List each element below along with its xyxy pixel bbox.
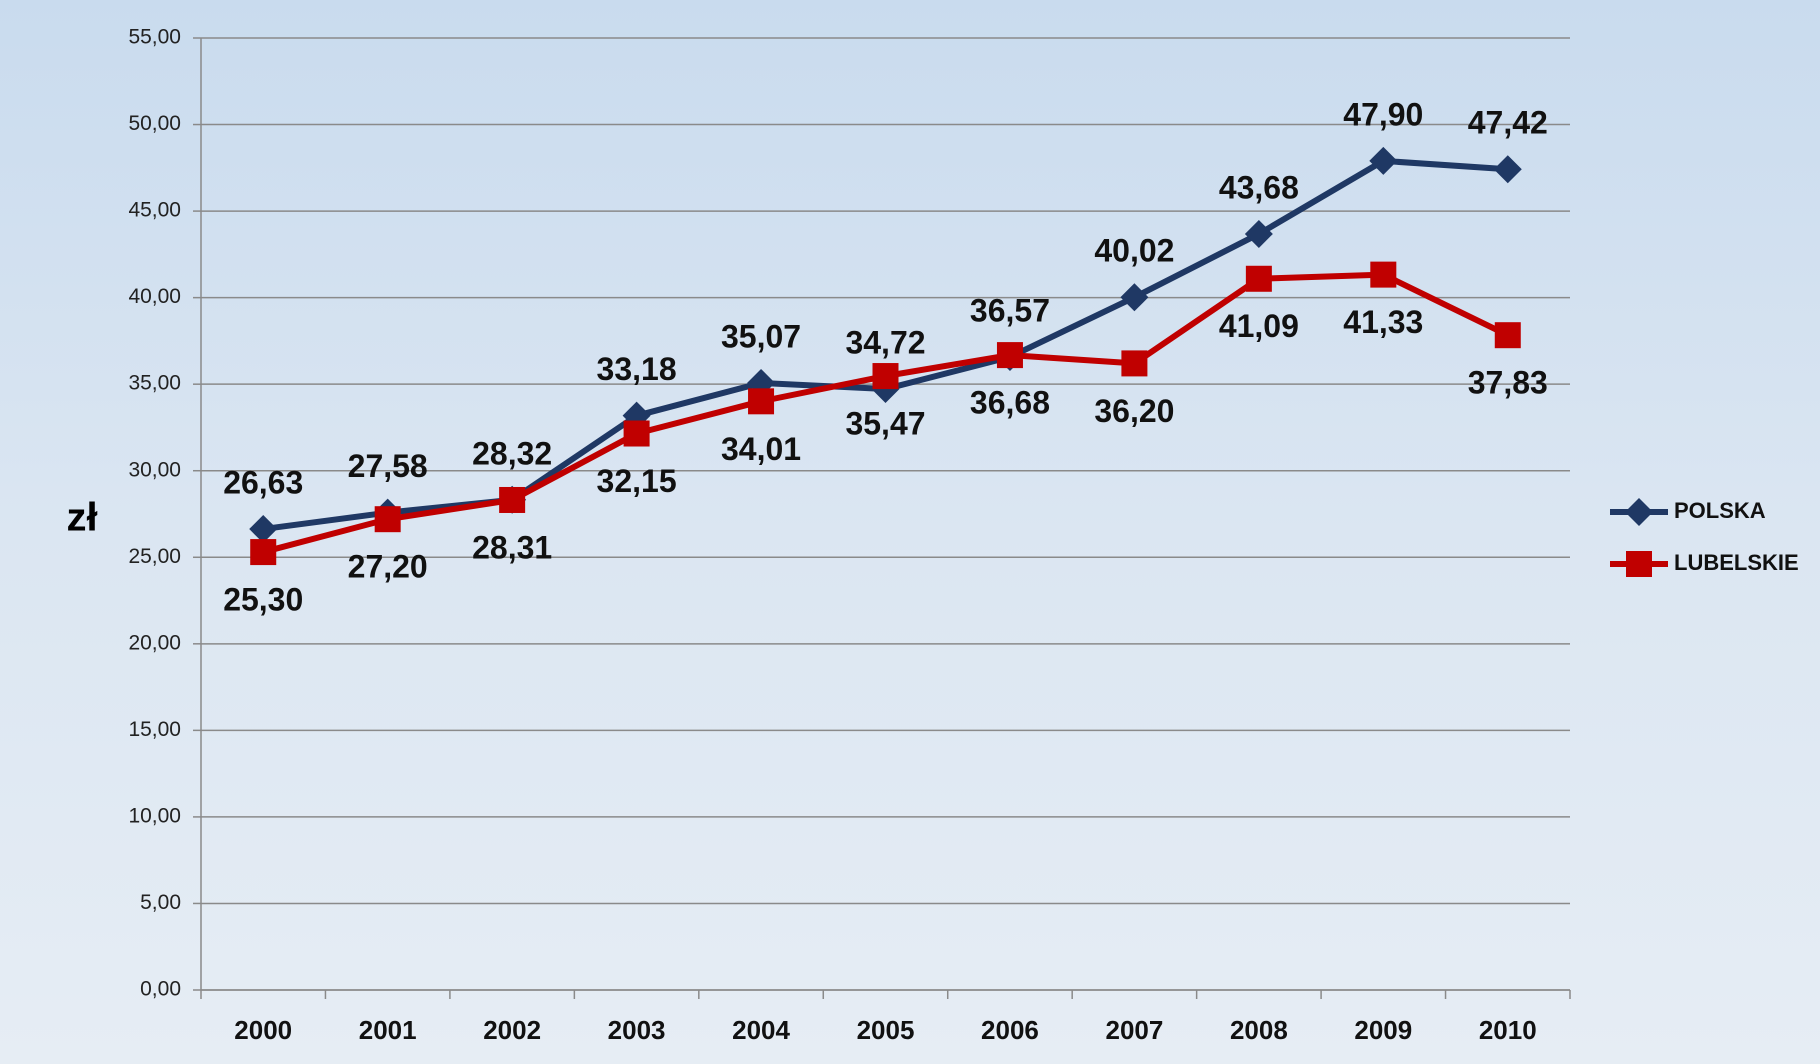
data-label: 41,09 bbox=[1219, 308, 1299, 344]
data-label: 35,07 bbox=[721, 318, 801, 354]
data-label: 35,47 bbox=[845, 405, 925, 441]
x-tick-label: 2010 bbox=[1479, 1015, 1537, 1045]
x-tick-label: 2004 bbox=[732, 1015, 790, 1045]
data-label: 34,72 bbox=[845, 324, 925, 360]
point-marker bbox=[374, 506, 401, 533]
y-tick-label: 5,00 bbox=[140, 891, 181, 914]
data-label: 36,68 bbox=[970, 385, 1050, 421]
y-tick-label: 10,00 bbox=[128, 804, 181, 827]
data-label: 27,58 bbox=[348, 448, 428, 484]
data-label: 34,01 bbox=[721, 431, 801, 467]
x-tick-label: 2007 bbox=[1105, 1015, 1163, 1045]
legend-marker bbox=[1625, 498, 1653, 526]
x-tick-label: 2006 bbox=[981, 1015, 1039, 1045]
x-tick-label: 2000 bbox=[234, 1015, 292, 1045]
x-tick-label: 2002 bbox=[483, 1015, 541, 1045]
data-label: 47,42 bbox=[1468, 105, 1548, 141]
data-label: 37,83 bbox=[1468, 365, 1548, 401]
point-marker bbox=[1245, 265, 1272, 292]
data-label: 36,57 bbox=[970, 292, 1050, 328]
point-marker bbox=[1120, 283, 1149, 312]
point-marker bbox=[1244, 219, 1273, 248]
data-label: 33,18 bbox=[597, 351, 677, 387]
y-tick-label: 30,00 bbox=[128, 458, 181, 481]
data-label: 28,31 bbox=[472, 529, 552, 565]
point-marker bbox=[996, 342, 1023, 369]
y-axis-label: zł bbox=[66, 496, 97, 540]
point-marker bbox=[872, 363, 899, 390]
y-tick-label: 40,00 bbox=[128, 285, 181, 308]
x-tick-label: 2009 bbox=[1354, 1015, 1412, 1045]
data-label: 32,15 bbox=[597, 463, 677, 499]
y-tick-label: 25,00 bbox=[128, 545, 181, 568]
point-marker bbox=[1369, 146, 1398, 175]
x-tick-label: 2003 bbox=[608, 1015, 666, 1045]
data-label: 43,68 bbox=[1219, 169, 1299, 205]
x-tick-label: 2005 bbox=[857, 1015, 915, 1045]
point-marker bbox=[623, 420, 650, 447]
data-label: 25,30 bbox=[223, 582, 303, 618]
data-label: 40,02 bbox=[1094, 233, 1174, 269]
y-tick-label: 55,00 bbox=[128, 26, 181, 49]
x-tick-label: 2008 bbox=[1230, 1015, 1288, 1045]
legend-marker bbox=[1626, 551, 1652, 577]
point-marker bbox=[1121, 350, 1148, 377]
data-label: 47,90 bbox=[1343, 96, 1423, 132]
y-tick-label: 0,00 bbox=[140, 978, 181, 1001]
legend-label: LUBELSKIE bbox=[1674, 550, 1799, 575]
x-tick-label: 2001 bbox=[359, 1015, 417, 1045]
data-label: 28,32 bbox=[472, 435, 552, 471]
point-marker bbox=[1493, 155, 1522, 184]
point-marker bbox=[1494, 322, 1521, 349]
point-marker bbox=[250, 539, 277, 566]
data-label: 26,63 bbox=[223, 465, 303, 501]
legend-label: POLSKA bbox=[1674, 498, 1766, 523]
data-label: 27,20 bbox=[348, 549, 428, 585]
point-marker bbox=[499, 486, 526, 513]
y-tick-label: 45,00 bbox=[128, 199, 181, 222]
y-tick-label: 50,00 bbox=[128, 112, 181, 135]
y-tick-label: 15,00 bbox=[128, 718, 181, 741]
point-marker bbox=[249, 515, 278, 544]
y-tick-label: 35,00 bbox=[128, 372, 181, 395]
point-marker bbox=[748, 388, 775, 415]
point-marker bbox=[1370, 261, 1397, 288]
data-label: 36,20 bbox=[1094, 393, 1174, 429]
y-tick-label: 20,00 bbox=[128, 631, 181, 654]
data-label: 41,33 bbox=[1343, 304, 1423, 340]
